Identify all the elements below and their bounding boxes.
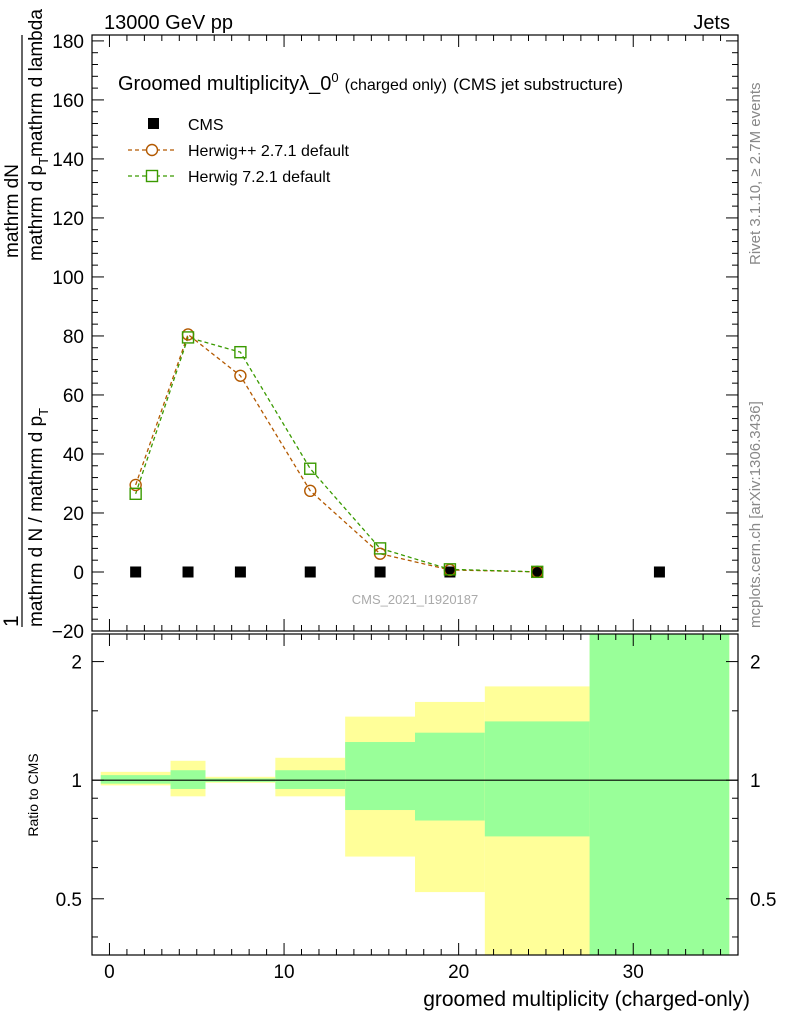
herwigpp-point xyxy=(234,369,247,382)
main-y-tick-label: 40 xyxy=(63,445,84,466)
ratio-y-label: Ratio to CMS xyxy=(25,753,41,836)
analysis-watermark: CMS_2021_I1920187 xyxy=(352,592,479,607)
ratio-x-tick-label: 30 xyxy=(623,962,644,983)
main-y-tick-label: 160 xyxy=(52,91,84,112)
title-main: Groomed multiplicity xyxy=(118,73,299,95)
cms-data-point xyxy=(130,566,142,578)
ratio-inner-band xyxy=(100,775,171,784)
ratio-y-tick-label: 0.5 xyxy=(56,890,82,911)
legend-herwigpp-marker xyxy=(145,143,159,157)
herwig7-point xyxy=(129,487,142,501)
herwig7-point xyxy=(304,462,317,475)
chart-title: Groomed multiplicityλ_00 (charged only) (C… xyxy=(118,70,623,95)
cms-data-point xyxy=(304,566,316,578)
series-line-herwig7 xyxy=(135,336,538,573)
ratio-y-tick-label-right: 2 xyxy=(750,653,761,674)
main-y-tick-label: 100 xyxy=(52,268,84,289)
rivet-label: Rivet 3.1.10, ≥ 2.7M events xyxy=(747,83,764,266)
ratio-panel: 0.5 0.5 1 1 2 2 0 10 20 30 Ratio to CMS xyxy=(25,633,776,983)
herwig7-point xyxy=(531,565,544,579)
main-y-tick-label: −20 xyxy=(52,622,84,643)
main-series xyxy=(129,328,665,579)
ylabel-den-sub: T xyxy=(36,408,51,416)
mcplots-label: mcplots.cern.ch [arXiv:1306.3436] xyxy=(747,401,764,628)
cms-data-point xyxy=(531,566,543,578)
ratio-x-axis: 0 10 20 30 xyxy=(91,634,722,983)
herwigpp-point xyxy=(129,478,142,492)
title-small: (charged only) xyxy=(345,77,447,94)
ratio-x-tick-label: 0 xyxy=(104,962,115,983)
ratio-x-tick-label: 20 xyxy=(448,962,469,983)
main-y-tick-label: 180 xyxy=(52,32,84,53)
legend-herwig7-label: Herwig 7.2.1 default xyxy=(188,169,331,186)
cms-data-point xyxy=(653,566,665,578)
legend-cms-marker xyxy=(148,118,159,129)
main-y-tick-label: 20 xyxy=(63,504,84,525)
cms-data-point xyxy=(234,566,246,578)
main-x-ticks xyxy=(91,35,722,631)
ratio-inner-band xyxy=(484,721,590,837)
ratio-y-tick-label: 1 xyxy=(71,771,82,792)
legend-herwigpp-label: Herwig++ 2.7.1 default xyxy=(188,143,350,160)
ylabel-den-text: mathrm d N / mathrm d p xyxy=(26,416,47,627)
herwig7-point xyxy=(181,331,195,344)
ylabel-den: mathrm d N / mathrm d pT xyxy=(26,408,51,627)
legend-herwig7-marker xyxy=(145,169,159,183)
x-axis-label: groomed multiplicity (charged-only) xyxy=(423,988,750,1011)
title-rest: (CMS jet substructure) xyxy=(453,75,623,94)
main-y-tick-label: 0 xyxy=(73,563,84,584)
header-left: 13000 GeV pp xyxy=(104,12,233,34)
ratio-inner-band xyxy=(345,742,415,811)
main-y-axis: −20 0 20 40 60 80 100 120 140 160 180 xyxy=(52,32,738,643)
ylabel-num: 1 xyxy=(0,615,23,627)
ratio-inner-band xyxy=(415,732,485,821)
main-y-tick-label: 60 xyxy=(63,386,84,407)
legend: CMS Herwig++ 2.7.1 default Herwig 7.2.1 … xyxy=(128,117,350,186)
ratio-y-tick-label-right: 1 xyxy=(750,771,761,792)
main-panel: −20 0 20 40 60 80 100 120 140 160 180 CMS_2021_I19… xyxy=(52,32,739,643)
ylabel-upper: mathrm d pTmathrm d lambda xyxy=(26,9,51,261)
ratio-y-tick-label-right: 0.5 xyxy=(750,890,776,911)
ratio-inner-band xyxy=(589,634,730,955)
main-y-tick-label: 120 xyxy=(52,209,84,230)
ylabel-upper-sub: T xyxy=(36,157,51,165)
main-y-label: 1 mathrm d N / mathrm d pT mathrm dN mat… xyxy=(0,9,51,627)
ylabel-upper-text: mathrm d p xyxy=(26,165,47,261)
ratio-y-axis: 0.5 0.5 1 1 2 2 xyxy=(56,653,776,938)
main-y-tick-label: 80 xyxy=(63,327,84,348)
ylabel-mid: mathrm dN xyxy=(2,164,23,258)
ylabel-upper-lambda: mathrm d lambda xyxy=(26,9,47,157)
ratio-y-tick-label: 2 xyxy=(71,653,82,674)
legend-cms-label: CMS xyxy=(188,117,224,134)
herwig7-point xyxy=(443,563,457,576)
ratio-bands xyxy=(100,634,730,955)
herwigpp-point xyxy=(304,484,317,498)
series-line-herwigpp xyxy=(135,333,538,573)
header-right: Jets xyxy=(693,12,730,34)
title-sup: 0 xyxy=(331,70,338,85)
cms-data-point xyxy=(444,566,456,578)
herwig7-point xyxy=(373,542,387,555)
herwig7-point xyxy=(234,345,247,359)
cms-data-point xyxy=(374,566,386,578)
main-y-tick-label: 140 xyxy=(52,150,84,171)
ratio-x-tick-label: 10 xyxy=(273,962,294,983)
cms-data-point xyxy=(182,566,194,578)
ratio-frame xyxy=(91,633,739,956)
main-frame xyxy=(91,34,739,632)
title-lambda: λ_0 xyxy=(299,73,331,95)
